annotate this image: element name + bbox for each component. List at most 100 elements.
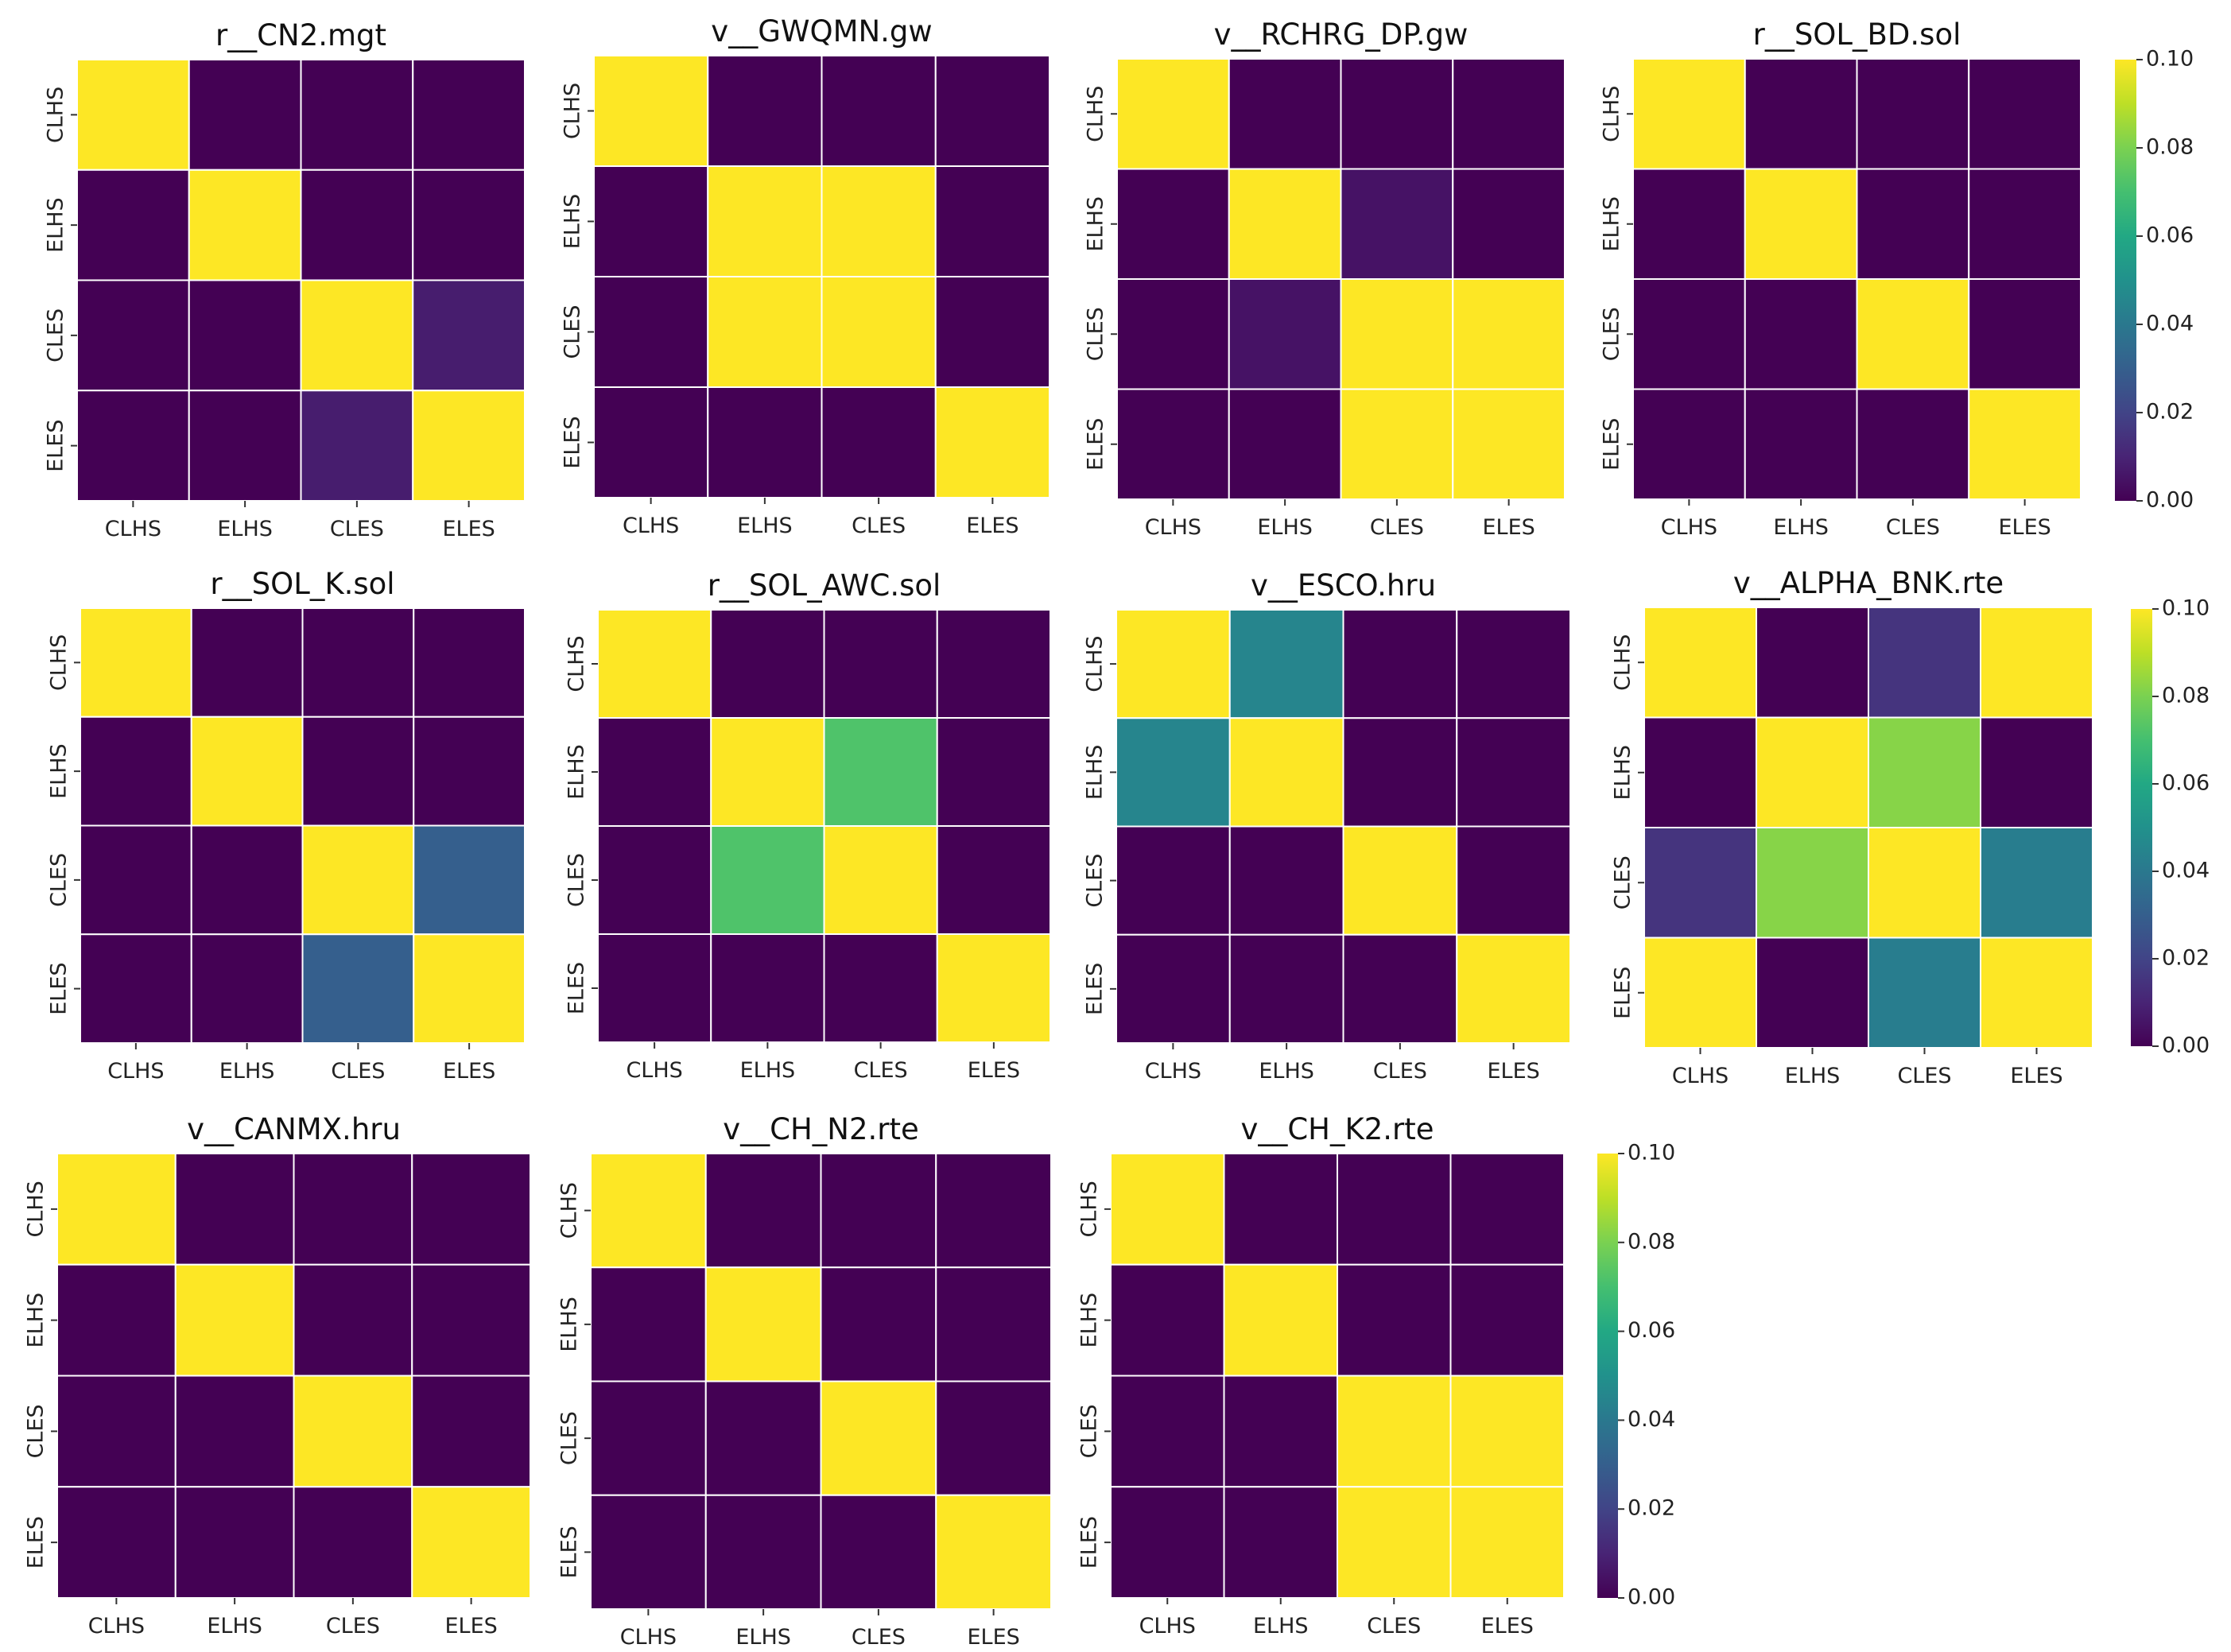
heatmap-panel-4: r__SOL_BD.sol CLHS ELHS CLES ELES CLHS ELHS CLE… [1600,17,2082,540]
y-tick-label: ELHS [561,194,585,250]
heatmap-cell-eles-clhs [590,1494,707,1610]
y-tick-label: ELHS [565,744,589,800]
heatmap-panel-8: v__ALPHA_BNK.rte CLHS ELHS CLES ELES CLHS ELHS… [1611,566,2093,1088]
y-tick-label: ELES [1600,418,1624,471]
colorbar-tick-label: 0.10 [2146,47,2194,72]
x-tick-label: CLES [852,514,906,538]
heatmap-cell-eles-elhs [704,1494,822,1610]
colorbar-gradient [1597,1154,1618,1598]
heatmap-cell-eles-cles [301,933,415,1044]
heatmap-cell-clhs-elhs [174,1153,295,1266]
heatmap-cell-eles-clhs [1116,933,1231,1044]
heatmap-cell-cles-clhs [1116,825,1231,936]
x-tick-label: CLES [326,1614,380,1638]
heatmap-cell-elhs-eles [411,1263,531,1377]
panel-title: v__CH_N2.rte [723,1112,919,1146]
heatmap-cell-clhs-eles [1968,58,2082,170]
x-tick-label: CLHS [88,1614,145,1638]
heatmap-cell-cles-eles [411,1375,531,1488]
x-tick-label: ELHS [207,1614,262,1638]
heatmap-cell-cles-clhs [597,825,712,935]
heatmap-cell-elhs-cles [1342,717,1458,828]
x-tick-label: CLHS [623,514,679,538]
x-tick-label: ELES [1998,515,2051,540]
heatmap-cell-elhs-clhs [56,1263,177,1377]
colorbar-tick-label: 0.08 [2162,684,2210,708]
heatmap-cell-eles-clhs [1632,388,1746,500]
colorbar-tick-label: 0.02 [2162,946,2210,971]
heatmap-cell-cles-cles [1342,825,1458,936]
y-tick-label: ELHS [44,197,68,253]
colorbar-gradient [2115,60,2136,501]
x-tick-label: ELHS [1785,1064,1841,1088]
heatmap-cell-cles-clhs [76,279,190,392]
x-tick-label: CLES [1370,515,1424,540]
heatmap-cell-cles-eles [1968,278,2082,390]
heatmap-cell-elhs-cles [293,1263,413,1377]
y-tick-label: ELHS [1077,1293,1102,1348]
heatmap-cell-clhs-eles [1456,609,1571,719]
heatmap-cell-cles-cles [1868,827,1981,939]
x-tick-label: ELES [443,1059,495,1084]
heatmap-cell-cles-cles [821,276,937,388]
y-tick-label: CLES [565,853,589,907]
heatmap-cell-eles-cles [293,1486,413,1599]
heatmap-cell-cles-cles [1856,278,1970,390]
heatmap-cell-clhs-cles [823,609,938,719]
x-tick-label: ELHS [1257,515,1313,540]
heatmap-cell-cles-eles [934,276,1050,388]
heatmap-cell-cles-elhs [1228,825,1344,936]
colorbar-tick-label: 0.00 [2146,488,2194,513]
panel-title: v__ALPHA_BNK.rte [1733,566,2004,600]
heatmap-cell-eles-cles [821,386,937,498]
x-tick-label: CLES [331,1059,385,1084]
heatmap-cell-eles-elhs [1228,388,1342,500]
heatmap-cell-cles-elhs [190,824,304,936]
colorbar-tick-label: 0.02 [2146,400,2194,425]
x-tick-label: ELES [967,1625,1019,1650]
heatmap-cell-elhs-eles [1968,168,2082,280]
x-tick-label: ELHS [1773,515,1829,540]
heatmap-cell-elhs-eles [935,1266,1052,1382]
heatmap-cell-elhs-elhs [1756,716,1869,828]
heatmap-cell-eles-clhs [80,933,192,1044]
y-tick-label: CLES [47,853,72,907]
heatmap-panel-6: r__SOL_AWC.sol CLHS ELHS CLES ELES CLHS ELHS CL… [565,568,1051,1083]
heatmap-cell-clhs-eles [934,55,1050,167]
heatmap-cell-clhs-clhs [1116,58,1230,170]
heatmap-cell-elhs-eles [1456,717,1571,828]
heatmap-cell-cles-clhs [590,1380,707,1496]
heatmap-cell-elhs-cles [301,715,415,827]
heatmap-cell-eles-eles [1456,933,1571,1044]
y-tick-label: ELES [561,416,585,468]
colorbar-tick-label: 0.10 [2162,596,2210,621]
heatmap-cell-eles-cles [820,1494,937,1610]
y-tick-label: CLHS [1083,635,1108,692]
heatmap-cell-cles-cles [820,1380,937,1496]
heatmap-cell-elhs-elhs [1228,717,1344,828]
heatmap-panel-1: r__CN2.mgt CLHS ELHS CLES ELES CLHS ELHS CLES EL… [44,18,526,541]
heatmap-cell-elhs-eles [412,169,526,281]
heatmap-cell-eles-cles [823,933,938,1043]
x-tick-label: ELES [442,517,495,541]
heatmap-cell-cles-clhs [1110,1375,1225,1488]
heatmap-cell-clhs-elhs [704,1153,822,1269]
y-tick-label: CLES [1084,307,1108,361]
panel-title: v__CH_K2.rte [1240,1112,1434,1146]
heatmap-cell-cles-eles [1452,278,1566,390]
panel-title: v__RCHRG_DP.gw [1214,17,1469,52]
heatmap-panel-11: v__CH_K2.rte CLHS ELHS CLES ELES CLHS ELHS CLES… [1077,1112,1565,1638]
x-tick-label: CLHS [105,517,161,541]
heatmap-cell-elhs-elhs [710,717,825,827]
x-tick-label: ELHS [737,514,793,538]
y-tick-label: CLHS [1084,86,1108,142]
heatmap-cell-elhs-clhs [1632,168,1746,280]
heatmap-cell-clhs-eles [412,59,526,171]
colorbar-tick-label: 0.06 [2146,223,2194,248]
heatmap-cell-clhs-cles [1856,58,1970,170]
heatmap-cell-eles-elhs [188,390,302,502]
y-tick-label: CLHS [557,1182,582,1239]
heatmap-cell-clhs-elhs [710,609,825,719]
y-tick-label: CLHS [24,1181,48,1237]
